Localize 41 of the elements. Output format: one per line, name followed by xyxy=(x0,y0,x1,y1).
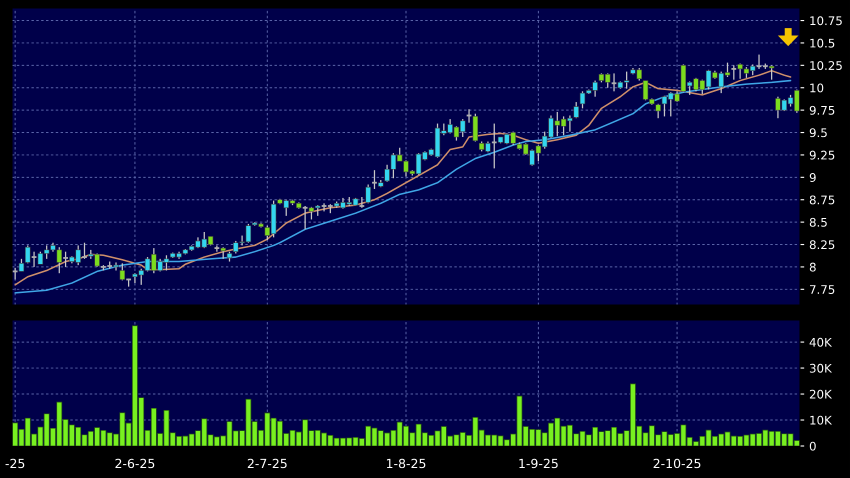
x-tick-label: 2-10-25 xyxy=(654,458,700,468)
candlestick xyxy=(358,196,366,208)
candlestick xyxy=(655,103,661,119)
y-tick-label: 20K xyxy=(810,390,832,399)
y-tick-label: 9 xyxy=(810,173,816,182)
candlestick xyxy=(366,184,371,204)
y-tick-label: 10 xyxy=(810,83,824,92)
y-tick-label: 10.75 xyxy=(810,16,842,26)
y-tick-label: 9.5 xyxy=(810,128,827,138)
y-tick-label: 30K xyxy=(810,364,832,373)
candlestick xyxy=(62,251,69,268)
x-tick-label: 1-8-25 xyxy=(386,458,426,468)
y-tick-label: 10K xyxy=(810,416,832,425)
candlestick xyxy=(30,251,38,268)
candlestick xyxy=(490,122,498,169)
candlestick xyxy=(466,108,472,124)
y-tick-label: 8.75 xyxy=(810,195,834,204)
x-tick-label: 2-7-25 xyxy=(248,458,287,468)
y-tick-label: 9.75 xyxy=(810,106,834,115)
candlestick xyxy=(220,246,226,260)
candlestick xyxy=(120,262,125,281)
y-tick-label: 8.5 xyxy=(810,218,827,227)
y-tick-label: 0 xyxy=(810,442,816,451)
y-tick-label: 8 xyxy=(810,262,816,272)
candlestick xyxy=(25,244,30,264)
x-tick-label: -25 xyxy=(6,458,24,468)
y-tick-label: 10.25 xyxy=(810,61,842,70)
y-tick-label: 9.25 xyxy=(810,150,834,160)
x-tick-label: 2-6-25 xyxy=(115,458,154,468)
y-tick-label: 40K xyxy=(810,338,832,347)
candlestick xyxy=(574,101,579,119)
candlestick xyxy=(18,258,24,272)
candlestick xyxy=(768,64,774,80)
candlestick xyxy=(226,251,232,262)
x-tick-label: 1-9-25 xyxy=(519,458,558,468)
y-tick-label: 7.75 xyxy=(810,285,834,294)
candlestick xyxy=(81,242,88,260)
candlestick xyxy=(12,267,18,280)
y-tick-label: 8.25 xyxy=(810,240,834,250)
candlestick xyxy=(730,64,738,80)
y-tick-label: 10.5 xyxy=(810,38,834,48)
